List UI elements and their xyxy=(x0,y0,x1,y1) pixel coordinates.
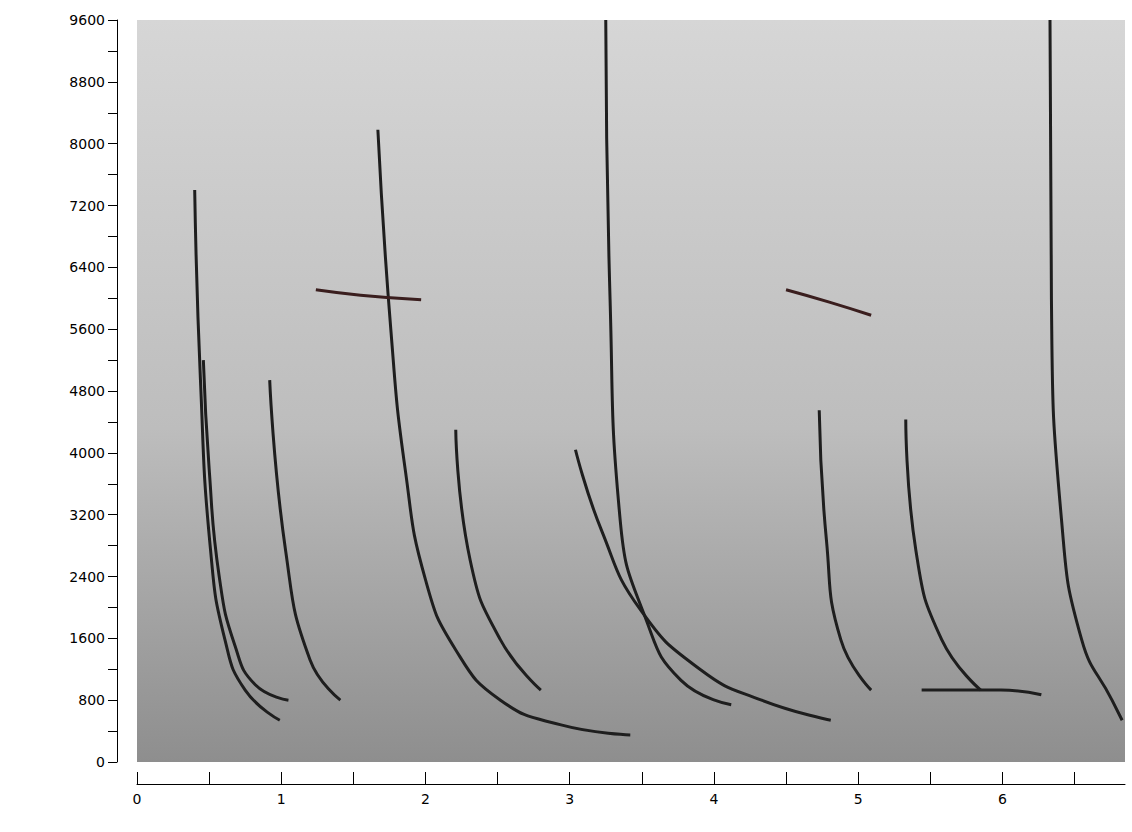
svg-text:3200: 3200 xyxy=(69,507,105,523)
svg-text:6400: 6400 xyxy=(69,259,105,275)
svg-text:5: 5 xyxy=(854,791,863,807)
svg-text:3: 3 xyxy=(565,791,574,807)
svg-text:6: 6 xyxy=(998,791,1007,807)
svg-text:4000: 4000 xyxy=(69,445,105,461)
svg-text:8000: 8000 xyxy=(69,136,105,152)
svg-text:4800: 4800 xyxy=(69,383,105,399)
svg-text:0: 0 xyxy=(133,791,142,807)
svg-text:800: 800 xyxy=(78,692,105,708)
svg-text:2400: 2400 xyxy=(69,569,105,585)
svg-text:2: 2 xyxy=(421,791,430,807)
svg-text:7200: 7200 xyxy=(69,198,105,214)
svg-text:0: 0 xyxy=(96,754,105,770)
svg-text:9600: 9600 xyxy=(69,12,105,28)
svg-text:5600: 5600 xyxy=(69,321,105,337)
svg-text:1600: 1600 xyxy=(69,630,105,646)
svg-text:1: 1 xyxy=(277,791,286,807)
svg-text:8800: 8800 xyxy=(69,74,105,90)
svg-text:4: 4 xyxy=(709,791,718,807)
